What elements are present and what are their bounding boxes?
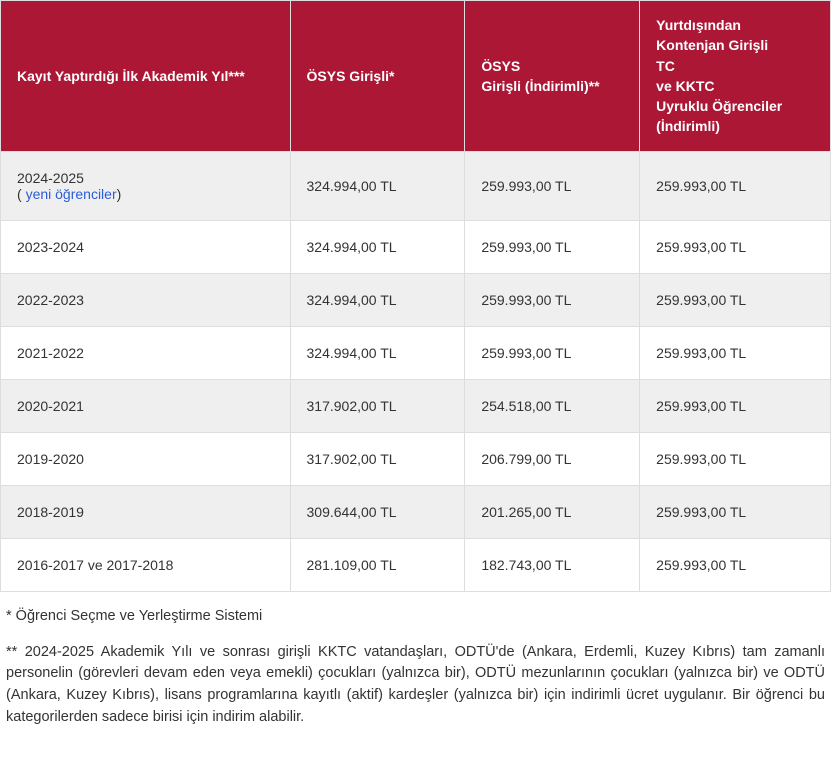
cell-year: 2021-2022 [1, 326, 291, 379]
cell-year: 2019-2020 [1, 432, 291, 485]
cell-osys: 324.994,00 TL [290, 326, 465, 379]
cell-osys: 324.994,00 TL [290, 273, 465, 326]
cell-osys-disc: 206.799,00 TL [465, 432, 640, 485]
table-row: 2020-2021 317.902,00 TL 254.518,00 TL 25… [1, 379, 831, 432]
cell-osys: 324.994,00 TL [290, 220, 465, 273]
cell-osys-disc: 259.993,00 TL [465, 220, 640, 273]
cell-osys: 317.902,00 TL [290, 432, 465, 485]
cell-year: 2022-2023 [1, 273, 291, 326]
table-row: 2023-2024 324.994,00 TL 259.993,00 TL 25… [1, 220, 831, 273]
table-body: 2024-2025( yeni öğrenciler) 324.994,00 T… [1, 151, 831, 591]
cell-osys-disc: 182.743,00 TL [465, 538, 640, 591]
table-row: 2016-2017 ve 2017-2018 281.109,00 TL 182… [1, 538, 831, 591]
year-text-post: ) [117, 186, 122, 202]
header-academic-year: Kayıt Yaptırdığı İlk Akademik Yıl*** [1, 1, 291, 152]
cell-osys-disc: 201.265,00 TL [465, 485, 640, 538]
table-row: 2019-2020 317.902,00 TL 206.799,00 TL 25… [1, 432, 831, 485]
cell-year: 2018-2019 [1, 485, 291, 538]
cell-year: 2024-2025( yeni öğrenciler) [1, 151, 291, 220]
cell-intl: 259.993,00 TL [640, 220, 831, 273]
cell-intl: 259.993,00 TL [640, 379, 831, 432]
cell-osys-disc: 259.993,00 TL [465, 273, 640, 326]
cell-osys: 309.644,00 TL [290, 485, 465, 538]
cell-osys: 317.902,00 TL [290, 379, 465, 432]
table-header: Kayıt Yaptırdığı İlk Akademik Yıl*** ÖSY… [1, 1, 831, 152]
table-row: 2018-2019 309.644,00 TL 201.265,00 TL 25… [1, 485, 831, 538]
table-row: 2021-2022 324.994,00 TL 259.993,00 TL 25… [1, 326, 831, 379]
cell-intl: 259.993,00 TL [640, 151, 831, 220]
table-row: 2022-2023 324.994,00 TL 259.993,00 TL 25… [1, 273, 831, 326]
cell-intl: 259.993,00 TL [640, 326, 831, 379]
cell-intl: 259.993,00 TL [640, 273, 831, 326]
tuition-fee-table: Kayıt Yaptırdığı İlk Akademik Yıl*** ÖSY… [0, 0, 831, 592]
cell-osys-disc: 259.993,00 TL [465, 326, 640, 379]
cell-year: 2020-2021 [1, 379, 291, 432]
cell-intl: 259.993,00 TL [640, 538, 831, 591]
table-row: 2024-2025( yeni öğrenciler) 324.994,00 T… [1, 151, 831, 220]
cell-osys-disc: 259.993,00 TL [465, 151, 640, 220]
header-international: YurtdışındanKontenjan GirişliTCve KKTCUy… [640, 1, 831, 152]
new-students-link[interactable]: yeni öğrenciler [26, 186, 117, 202]
cell-osys-disc: 254.518,00 TL [465, 379, 640, 432]
footnote-1: * Öğrenci Seçme ve Yerleştirme Sistemi [6, 606, 825, 628]
footnote-2: ** 2024-2025 Akademik Yılı ve sonrası gi… [6, 642, 825, 729]
cell-year: 2016-2017 ve 2017-2018 [1, 538, 291, 591]
header-osys: ÖSYS Girişli* [290, 1, 465, 152]
cell-year: 2023-2024 [1, 220, 291, 273]
cell-intl: 259.993,00 TL [640, 432, 831, 485]
footnotes: * Öğrenci Seçme ve Yerleştirme Sistemi *… [0, 592, 831, 729]
cell-intl: 259.993,00 TL [640, 485, 831, 538]
cell-osys: 324.994,00 TL [290, 151, 465, 220]
cell-osys: 281.109,00 TL [290, 538, 465, 591]
header-osys-discount: ÖSYSGirişli (İndirimli)** [465, 1, 640, 152]
